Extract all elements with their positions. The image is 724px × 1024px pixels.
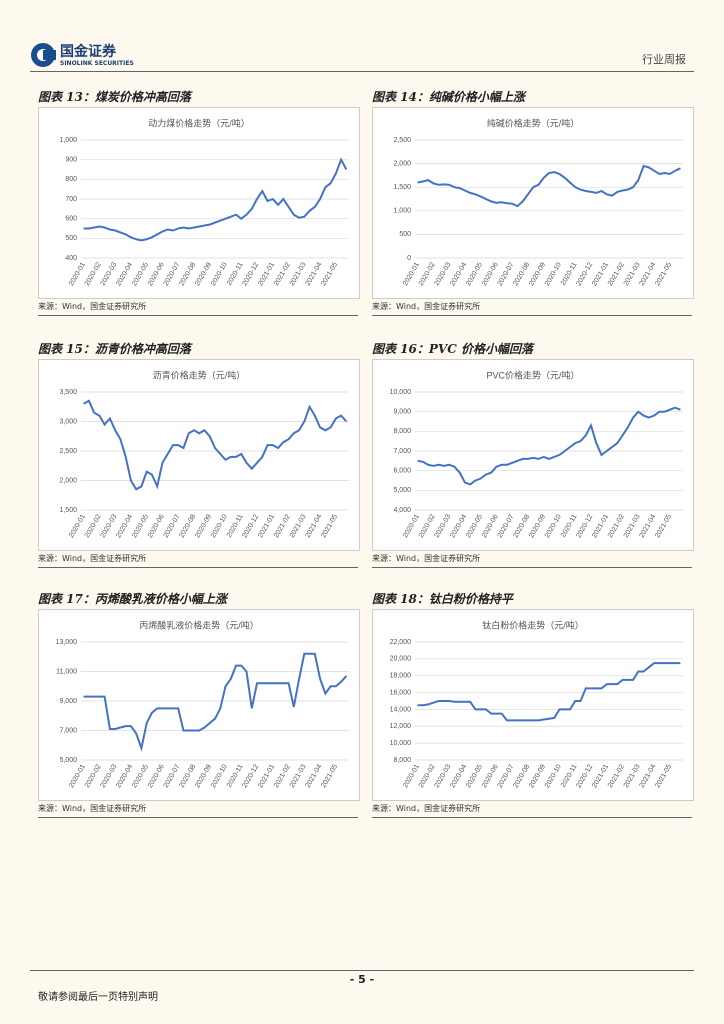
company: 国金证券 [60,44,116,60]
y-tick-label: 4,000 [393,507,411,514]
y-tick-label: 8,000 [393,428,411,435]
y-tick-label: 13,000 [56,639,78,646]
chart: 纯碱价格走势（元/吨）05001,0001,5002,0002,5002020-… [372,107,694,299]
y-tick-label: 11,000 [56,668,77,675]
figure-title: 图表 15：沥青价格冲高回落 [38,340,358,361]
y-tick-label: 800 [65,176,77,183]
y-tick-label: 8,000 [393,757,411,764]
y-tick-label: 2,000 [59,477,77,484]
chart: 丙烯酸乳液价格走势（元/吨） 5,000 7,000 9,000 11,000 13,00… [38,609,360,801]
y-tick-label: 500 [65,235,77,242]
y-tick-label: 9,000 [393,409,411,416]
disclaimer: 敬请参阅最后一页特别声明 [38,992,158,1003]
footer-rule [30,970,694,971]
logo: 国金证券 SINOLINK SECURITIES [30,40,134,70]
y-tick-label: 600 [65,216,77,223]
page-number: - 5 - [349,973,375,986]
source: 来源：Wind，国金证券研究所 [38,803,358,818]
chart-title: 纯碱价格走势（元/吨） [487,117,580,128]
y-tick-label: 1,000 [59,137,77,144]
y-tick-label: 2,000 [393,160,411,167]
chart: PVC价格走势（元/吨） 4,000 5,000 6,000 7,000 8,000 9,0… [372,359,694,551]
source: 来源：Wind，国金证券研究所 [372,803,692,818]
y-tick-label: 10,000 [390,740,412,747]
chart-title: PVC价格走势（元/吨） [486,369,579,380]
report-type: 行业周报 [642,53,686,66]
price-line [83,652,348,752]
y-tick-label: 2,500 [393,137,411,144]
source: 来源：Wind，国金证券研究所 [372,553,692,568]
y-tick-label: 7,000 [393,448,411,455]
figure-title: 图表 14：纯碱价格小幅上涨 [372,88,692,109]
figure-title: 图表 13：煤炭价格冲高回落 [38,88,358,109]
y-tick-label: 5,000 [393,487,411,494]
source: 来源：Wind，国金证券研究所 [38,301,358,316]
y-tick-label: 20,000 [390,656,412,663]
y-tick-label: 9,000 [59,698,77,705]
y-tick-label: 14,000 [390,706,412,713]
y-tick-label: 22,000 [390,639,412,646]
y-tick-label: 900 [65,157,77,164]
y-tick-label: 12,000 [390,723,412,730]
y-tick-label: 1,500 [59,507,77,514]
chart-title: 动力煤价格走势（元/吨） [148,117,250,128]
chart-title: 沥青价格走势（元/吨） [153,369,246,380]
y-tick-label: 1,500 [393,184,411,191]
price-line [83,399,348,491]
source: 来源：Wind，国金证券研究所 [372,301,692,316]
price-line [417,406,681,486]
chart-title: 钛白粉价格走势（元/吨） [482,619,584,630]
y-tick-label: 5,000 [59,757,77,764]
y-tick-label: 700 [65,196,77,203]
chart: 沥青价格走势（元/吨）1,5002,0002,5003,0003,5002020… [38,359,360,551]
chart-title: 丙烯酸乳液价格走势（元/吨） [139,619,259,630]
figure-title: 图表 16：PVC 价格小幅回落 [372,340,692,361]
y-tick-label: 400 [65,255,77,262]
company-en: SINOLINK SECURITIES [60,60,134,67]
y-tick-label: 500 [399,231,411,238]
y-tick-label: 3,500 [59,389,77,396]
chart: 钛白粉价格走势（元/吨） 8,000 10,000 12,000 14,000 16,00… [372,609,694,801]
y-tick-label: 1,000 [393,208,411,215]
price-line [417,164,681,208]
y-tick-label: 18,000 [390,673,412,680]
logo-icon [31,43,56,67]
chart: 动力煤价格走势（元/吨）4005006007008009001,0002020-… [38,107,360,299]
price-line [417,662,681,722]
y-tick-label: 16,000 [390,689,412,696]
y-tick-label: 6,000 [393,468,411,475]
figure-title: 图表 18：钛白粉价格持平 [372,590,692,611]
header-rule [30,71,694,72]
figure-title: 图表 17：丙烯酸乳液价格小幅上涨 [38,590,358,611]
y-tick-label: 10,000 [390,389,412,396]
source: 来源：Wind，国金证券研究所 [38,553,358,568]
y-tick-label: 2,500 [59,448,77,455]
y-tick-label: 3,000 [59,418,77,425]
price-line [83,157,348,242]
y-tick-label: 0 [407,255,411,262]
y-tick-label: 7,000 [59,727,77,734]
